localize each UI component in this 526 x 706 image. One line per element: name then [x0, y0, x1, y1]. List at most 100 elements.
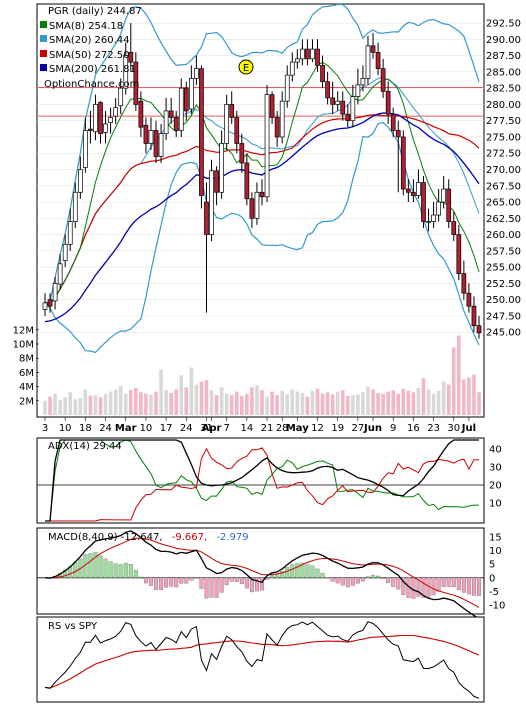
- macd-hist-bar: [143, 577, 148, 584]
- volume-bar: [189, 367, 194, 415]
- candle-body: [259, 191, 265, 198]
- candle-body: [320, 65, 325, 82]
- macd-hist-bar: [194, 577, 199, 579]
- candle-body: [471, 305, 477, 327]
- candle-body: [77, 169, 83, 193]
- macd-hist-bar: [219, 577, 224, 593]
- volume-bar: [305, 396, 310, 415]
- volume-bar: [48, 396, 52, 415]
- source-label: OptionChance.com: [44, 79, 139, 90]
- legend-swatch-sma20: [40, 35, 47, 42]
- candle-body: [416, 182, 421, 196]
- price-tick-label: 267.50: [486, 181, 521, 192]
- macd-hist-bar: [295, 563, 300, 578]
- volume-bar: [204, 380, 209, 415]
- candle-body: [289, 61, 295, 76]
- macd-line: [44, 530, 480, 620]
- macd-hist-bar: [330, 577, 335, 582]
- macd-hist-bar: [441, 577, 446, 588]
- macd-hist-bar: [275, 574, 280, 578]
- volume-bar: [467, 377, 471, 415]
- date-tick-label: 27: [352, 423, 365, 434]
- volume-bar: [123, 393, 128, 415]
- macd-hist-bar: [391, 577, 396, 587]
- volume-tick-label: 10M: [13, 340, 34, 351]
- legend-sma200: SMA(200) 261.81: [49, 64, 136, 75]
- macd-signal-line: [44, 537, 480, 608]
- macd-hist-bar: [446, 577, 451, 587]
- candle-body: [118, 87, 124, 107]
- macd-hist-bar: [290, 564, 295, 578]
- candle-body: [229, 104, 235, 118]
- macd-panel: 15 10 5 0 -5 -10 MACD(8,40,9) -12.647, -9.667…: [36, 527, 505, 620]
- macd-hist-bar: [103, 558, 108, 578]
- volume-bar: [401, 388, 406, 415]
- macd-hist-bar: [472, 577, 476, 596]
- price-tick-label: 280.00: [486, 100, 521, 111]
- price-tick-label: 287.50: [486, 51, 521, 62]
- volume-bar: [426, 389, 431, 415]
- candle-body: [294, 58, 300, 63]
- volume-bar: [381, 393, 385, 415]
- volume-bar: [229, 395, 234, 415]
- macd-hist-bar: [214, 577, 219, 598]
- volume-bar: [144, 393, 148, 415]
- rs-lines: [44, 621, 480, 699]
- candle-body: [360, 78, 366, 86]
- volume-bar: [260, 390, 264, 415]
- adx-axis: 40 30 20 10: [489, 445, 502, 510]
- volume-bar: [224, 393, 229, 415]
- volume-bar: [320, 393, 325, 415]
- macd-hist-bar: [149, 577, 153, 586]
- candle-body: [345, 113, 351, 122]
- macd-hist-bar: [416, 577, 421, 597]
- volume-bar: [98, 397, 103, 415]
- date-tick-label: 24: [180, 423, 193, 434]
- macd-hist-bar: [320, 572, 325, 578]
- macd-hist-bar: [461, 577, 466, 593]
- macd-hist-bar: [184, 577, 189, 584]
- volume-bar: [330, 394, 335, 415]
- price-tick-label: 290.00: [486, 35, 521, 46]
- candle-body: [163, 110, 169, 135]
- volume-bar: [416, 388, 421, 415]
- minus-di-line: [45, 447, 479, 522]
- date-tick-label: 10: [140, 423, 153, 434]
- legend-swatch-sma50: [40, 50, 47, 57]
- volume-bar: [219, 387, 224, 415]
- candle-body: [219, 143, 224, 193]
- macd-value: MACD(8,40,9) -12.647,: [48, 532, 163, 543]
- date-tick-label: Jun: [363, 423, 382, 434]
- moving-averages: [44, 61, 480, 323]
- volume-bar: [139, 392, 143, 415]
- volume-bar: [441, 381, 446, 415]
- macd-panel-frame: [36, 527, 485, 615]
- volume-bar: [396, 393, 401, 415]
- macd-hist-bar: [285, 567, 290, 578]
- price-tick-label: 282.50: [486, 84, 521, 95]
- adx-tick-label: 30: [489, 463, 502, 474]
- price-tick-label: 285.00: [486, 67, 521, 78]
- volume-bar: [386, 391, 390, 415]
- candle-body: [279, 100, 285, 138]
- candle-body: [466, 292, 472, 307]
- candle-body: [138, 100, 144, 128]
- candle-body: [143, 124, 149, 144]
- date-tick-label: 7: [223, 423, 229, 434]
- volume-bars: [43, 335, 481, 415]
- adx-line: [45, 439, 479, 522]
- candle-body: [188, 78, 194, 110]
- macd-hist-bar: [164, 577, 169, 588]
- candle-body: [350, 96, 356, 122]
- macd-hist-bar: [376, 575, 381, 578]
- volume-bar: [371, 389, 375, 415]
- candle-body: [123, 55, 129, 89]
- date-tick-label: 14: [240, 423, 253, 434]
- macd-hist-bar: [113, 563, 118, 578]
- macd-hist-bar: [366, 576, 370, 578]
- date-tick-label: 28: [276, 423, 289, 434]
- rs-label: RS vs SPY: [48, 621, 98, 632]
- candle-body: [431, 214, 436, 222]
- macd-hist-bar: [360, 577, 365, 582]
